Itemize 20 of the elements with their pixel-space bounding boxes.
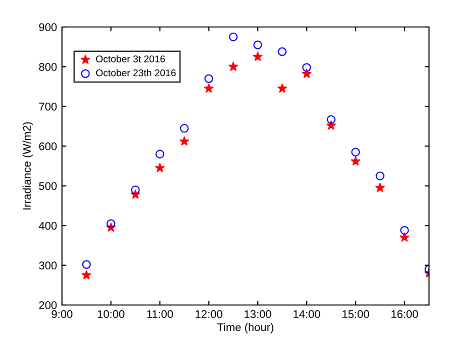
x-tick-label: 12:00 bbox=[196, 310, 222, 318]
y-tick-label: 200 bbox=[39, 301, 57, 310]
y-tick-label: 700 bbox=[39, 102, 57, 111]
y-tick-label: 900 bbox=[39, 23, 57, 32]
x-tick-label: 16:00 bbox=[391, 310, 418, 318]
x-tick-label: 10:00 bbox=[98, 310, 124, 318]
x-axis-title: Time (hour) bbox=[217, 322, 274, 334]
y-tick-label: 600 bbox=[39, 142, 57, 150]
x-tick-label: 15:00 bbox=[342, 310, 370, 318]
y-axis-title: Irradiance (W/m2) bbox=[22, 122, 34, 210]
x-tick-label: 9:00 bbox=[52, 310, 72, 318]
x-tick-label: 13:00 bbox=[244, 310, 272, 318]
x-tick-label: 14:00 bbox=[294, 310, 320, 318]
legend-label: October 23th 2016 bbox=[96, 69, 176, 76]
y-tick-label: 500 bbox=[39, 182, 57, 190]
y-tick-label: 800 bbox=[39, 62, 57, 71]
y-tick-label: 400 bbox=[38, 222, 57, 230]
y-tick-label: 300 bbox=[39, 262, 57, 270]
legend-label: October 3t 2016 bbox=[96, 55, 165, 62]
x-tick-label: 11:00 bbox=[147, 310, 173, 318]
